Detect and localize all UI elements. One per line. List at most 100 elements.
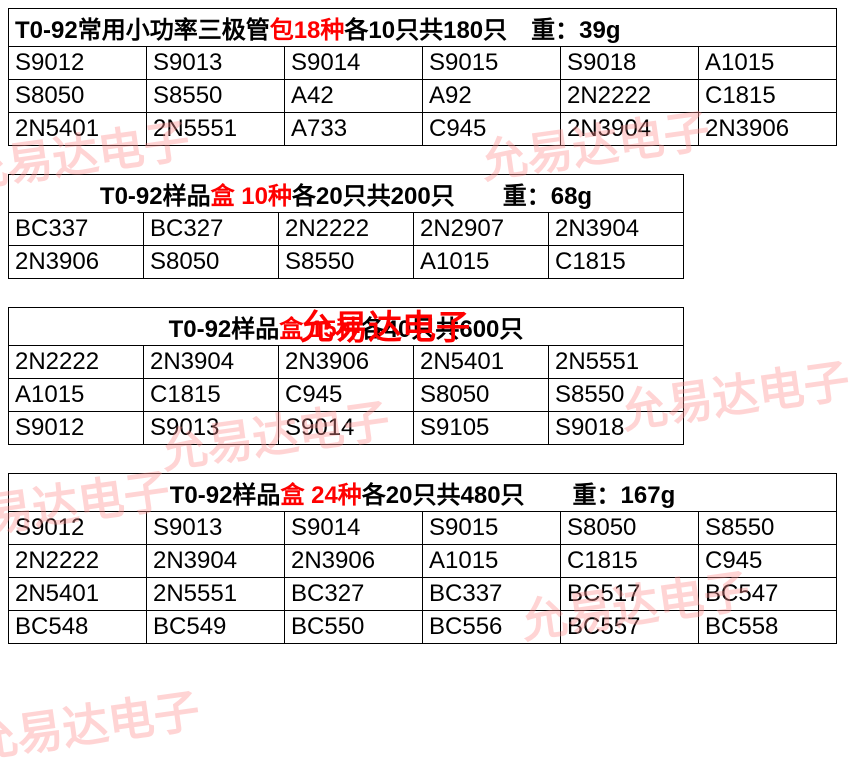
table-cell: S8050 (144, 246, 279, 279)
table-cell: S9014 (285, 47, 423, 80)
table-section: T0-92样品盒 10种各20只共200只 重：68gBC337BC3272N2… (8, 174, 842, 279)
table-cell: C1815 (549, 246, 684, 279)
table-row: 2N54012N5551BC327BC337BC517BC547 (9, 578, 837, 611)
table-cell: C945 (279, 379, 414, 412)
table-cell: BC556 (423, 611, 561, 644)
table-row: A1015C1815C945S8050S8550 (9, 379, 684, 412)
table-cell: S9014 (279, 412, 414, 445)
table-cell: BC550 (285, 611, 423, 644)
header-text: T0-92样品 (170, 482, 281, 509)
table-cell: C1815 (144, 379, 279, 412)
table-cell: S9013 (147, 47, 285, 80)
table-cell: S8550 (279, 246, 414, 279)
table-cell: S8050 (9, 80, 147, 113)
table-cell: 2N2222 (279, 213, 414, 246)
table-section: T0-92样品盒 15种各40只共600只2N22222N39042N39062… (8, 307, 842, 445)
table-row: 2N22222N39042N3906A1015C1815C945 (9, 545, 837, 578)
table-cell: BC517 (561, 578, 699, 611)
table-row: S9012S9013S9014S9105S9018 (9, 412, 684, 445)
table-cell: A1015 (414, 246, 549, 279)
table-cell: 2N5551 (549, 346, 684, 379)
table-cell: S9015 (423, 512, 561, 545)
table-cell: C1815 (561, 545, 699, 578)
table-cell: S9015 (423, 47, 561, 80)
table-section: T0-92样品盒 24种各20只共480只 重：167gS9012S9013S9… (8, 473, 842, 644)
header-highlight: 包18种 (270, 17, 345, 44)
table-cell: C945 (423, 113, 561, 146)
table-cell: 2N3904 (144, 346, 279, 379)
data-table: T0-92样品盒 15种各40只共600只2N22222N39042N39062… (8, 307, 684, 445)
header-highlight: 盒 15种 (279, 316, 360, 343)
table-header: T0-92常用小功率三极管包18种各10只共180只 重：39g (9, 9, 837, 47)
table-section: T0-92常用小功率三极管包18种各10只共180只 重：39gS9012S90… (8, 8, 842, 146)
data-table: T0-92样品盒 10种各20只共200只 重：68gBC337BC3272N2… (8, 174, 684, 279)
table-cell: 2N3906 (699, 113, 837, 146)
table-cell: 2N3906 (9, 246, 144, 279)
table-cell: BC327 (144, 213, 279, 246)
table-cell: S8550 (699, 512, 837, 545)
table-row: 2N22222N39042N39062N54012N5551 (9, 346, 684, 379)
header-text: 各10只共180只 重：39g (344, 17, 620, 44)
table-cell: S8050 (414, 379, 549, 412)
table-cell: BC558 (699, 611, 837, 644)
data-table: T0-92样品盒 24种各20只共480只 重：167gS9012S9013S9… (8, 473, 837, 644)
table-cell: S8050 (561, 512, 699, 545)
table-cell: S8550 (147, 80, 285, 113)
table-cell: 2N5401 (414, 346, 549, 379)
table-cell: 2N3906 (279, 346, 414, 379)
header-text: 各20只共200只 重：68g (292, 183, 592, 210)
table-cell: 2N3904 (147, 545, 285, 578)
table-cell: A733 (285, 113, 423, 146)
table-row: S8050S8550A42A922N2222C1815 (9, 80, 837, 113)
table-cell: S9018 (561, 47, 699, 80)
table-cell: 2N5551 (147, 578, 285, 611)
header-highlight: 盒 10种 (211, 183, 292, 210)
table-row: 2N54012N5551A733C9452N39042N3906 (9, 113, 837, 146)
table-cell: 2N2222 (561, 80, 699, 113)
table-cell: S9012 (9, 512, 147, 545)
table-cell: S9105 (414, 412, 549, 445)
table-header: T0-92样品盒 15种各40只共600只 (9, 308, 684, 346)
table-cell: A92 (423, 80, 561, 113)
table-cell: A42 (285, 80, 423, 113)
table-cell: S8550 (549, 379, 684, 412)
table-cell: S9013 (144, 412, 279, 445)
table-header: T0-92样品盒 10种各20只共200只 重：68g (9, 175, 684, 213)
header-text: T0-92样品 (100, 183, 211, 210)
table-cell: S9013 (147, 512, 285, 545)
table-row: BC548BC549BC550BC556BC557BC558 (9, 611, 837, 644)
header-text: 各20只共480只 重：167g (362, 482, 675, 509)
table-cell: 2N2222 (9, 346, 144, 379)
table-cell: 2N3904 (549, 213, 684, 246)
header-text: T0-92常用小功率三极管 (15, 17, 270, 44)
table-cell: A1015 (9, 379, 144, 412)
table-cell: 2N3906 (285, 545, 423, 578)
table-cell: BC547 (699, 578, 837, 611)
table-cell: BC557 (561, 611, 699, 644)
table-cell: C945 (699, 545, 837, 578)
table-cell: S9014 (285, 512, 423, 545)
table-cell: 2N2907 (414, 213, 549, 246)
table-row: BC337BC3272N22222N29072N3904 (9, 213, 684, 246)
table-row: S9012S9013S9014S9015S9018A1015 (9, 47, 837, 80)
table-cell: BC549 (147, 611, 285, 644)
table-cell: BC327 (285, 578, 423, 611)
table-cell: 2N3904 (561, 113, 699, 146)
table-cell: S9012 (9, 47, 147, 80)
table-cell: 2N2222 (9, 545, 147, 578)
table-row: S9012S9013S9014S9015S8050S8550 (9, 512, 837, 545)
header-text: 各40只共600只 (361, 316, 524, 343)
header-highlight: 盒 24种 (280, 482, 361, 509)
table-cell: 2N5401 (9, 578, 147, 611)
watermark: 允易达电子 (0, 674, 203, 771)
table-cell: S9018 (549, 412, 684, 445)
table-cell: A1015 (699, 47, 837, 80)
table-cell: A1015 (423, 545, 561, 578)
table-cell: 2N5551 (147, 113, 285, 146)
table-row: 2N3906S8050S8550A1015C1815 (9, 246, 684, 279)
table-cell: S9012 (9, 412, 144, 445)
table-cell: 2N5401 (9, 113, 147, 146)
table-cell: C1815 (699, 80, 837, 113)
data-table: T0-92常用小功率三极管包18种各10只共180只 重：39gS9012S90… (8, 8, 837, 146)
table-cell: BC337 (423, 578, 561, 611)
